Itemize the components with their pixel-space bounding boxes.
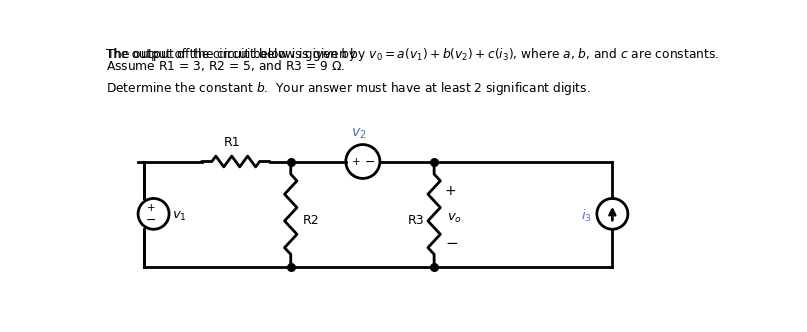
Text: −: − — [445, 236, 458, 251]
Text: The output of the circuit below is given by $v_0 = a(v_1) + b(v_2) + c(i_3)$, wh: The output of the circuit below is given… — [107, 46, 719, 63]
Text: $v_o$: $v_o$ — [446, 212, 462, 225]
Text: R3: R3 — [408, 214, 424, 227]
Text: $i_3$: $i_3$ — [581, 208, 592, 224]
Text: R1: R1 — [224, 136, 240, 149]
Text: +: + — [445, 184, 457, 198]
Text: $v_2$: $v_2$ — [351, 127, 366, 141]
Text: +: + — [352, 157, 360, 167]
Text: Determine the constant $b$.  Your answer must have at least 2 significant digits: Determine the constant $b$. Your answer … — [107, 80, 591, 97]
Text: −: − — [146, 213, 157, 226]
Text: R2: R2 — [303, 214, 319, 227]
Text: +: + — [147, 204, 156, 213]
Text: Assume R1 = 3, R2 = 5, and R3 = 9 $\Omega$.: Assume R1 = 3, R2 = 5, and R3 = 9 $\Omeg… — [107, 58, 345, 73]
Text: $v_1$: $v_1$ — [172, 210, 187, 223]
Text: −: − — [365, 156, 375, 169]
Text: The output of the circuit below is given by: The output of the circuit below is given… — [107, 47, 360, 60]
